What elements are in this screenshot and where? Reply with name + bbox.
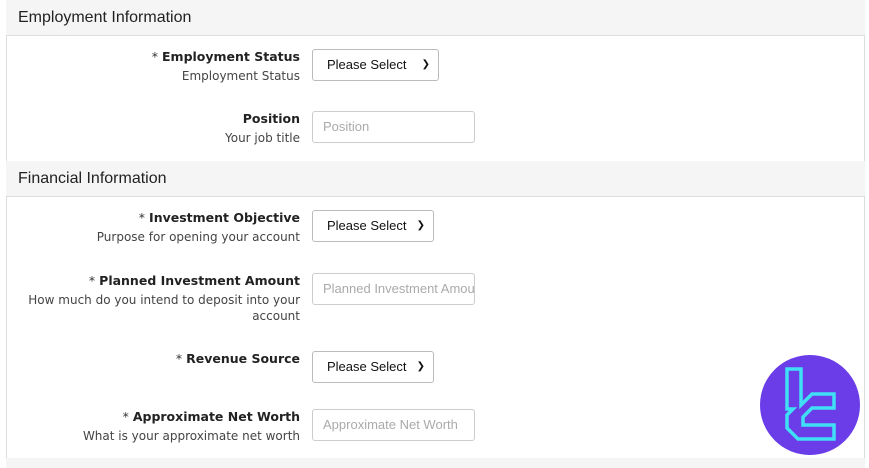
field-label: Revenue Source [186,351,300,366]
select-value: Please Select [327,218,407,233]
field-label: Position [242,111,300,126]
revenue-source-select[interactable]: Please Select ❯ [312,351,434,383]
chevron-down-icon: ❯ [416,220,425,231]
position-input[interactable]: Position [312,111,475,143]
field-help: Employment Status [181,69,300,83]
field-help: Your job title [225,131,300,145]
net-worth-input[interactable]: Approximate Net Worth [312,409,475,441]
section-header-financial: Financial Information [6,161,865,197]
investment-objective-select[interactable]: Please Select ❯ [312,210,434,242]
field-label: Employment Status [162,49,300,64]
select-value: Please Select [327,359,407,374]
form-frame [6,0,865,468]
required-marker: * [151,49,158,64]
chevron-down-icon: ❯ [421,59,430,70]
field-label: Planned Investment Amount [99,273,300,288]
employment-status-select[interactable]: Please Select ❯ [312,49,439,81]
field-label: Investment Objective [149,210,300,225]
chevron-down-icon: ❯ [416,361,425,372]
brand-logo-icon [760,355,860,455]
required-marker: * [175,351,183,366]
required-marker: * [122,409,129,424]
field-help: Purpose for opening your account [96,230,300,244]
required-marker: * [138,210,146,225]
section-header-employment: Employment Information [6,0,865,36]
field-label: Approximate Net Worth [132,409,300,424]
bottom-section-strip [6,458,865,468]
planned-amount-input[interactable]: Planned Investment Amount [312,273,475,305]
select-value: Please Select [327,57,407,72]
field-help: What is your approximate net worth [82,429,300,443]
field-help: How much do you intend to deposit into y… [28,293,300,323]
required-marker: * [88,273,96,288]
